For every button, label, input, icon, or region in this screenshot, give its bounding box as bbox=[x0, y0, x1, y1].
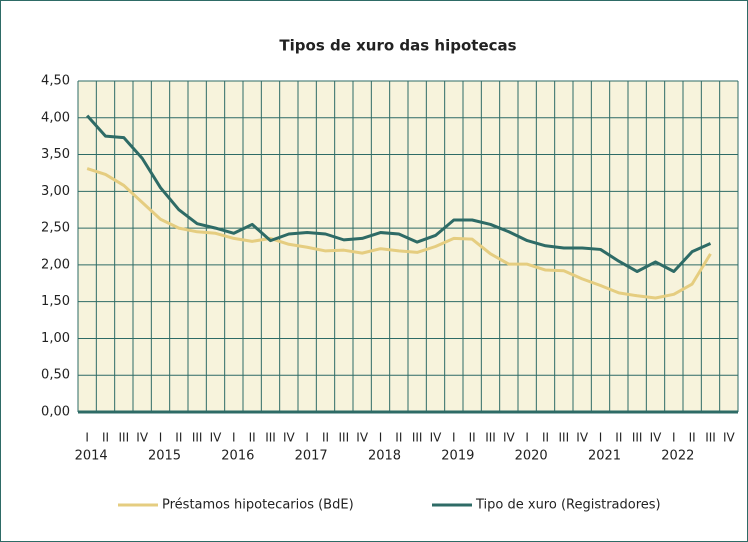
x-tick-label: IV bbox=[723, 431, 736, 445]
x-tick-label: II bbox=[102, 431, 109, 445]
y-tick-label: 0,50 bbox=[41, 368, 70, 383]
y-tick-label: 3,00 bbox=[41, 184, 70, 199]
x-tick-label: IV bbox=[356, 431, 369, 445]
y-tick-label: 3,50 bbox=[41, 147, 70, 162]
x-tick-label: III bbox=[559, 431, 570, 445]
y-tick-label: 1,00 bbox=[41, 331, 70, 346]
legend-label: Préstamos hipotecarios (BdE) bbox=[162, 498, 354, 513]
x-tick-label: I bbox=[85, 431, 89, 445]
x-tick-label: I bbox=[599, 431, 603, 445]
x-tick-label: II bbox=[322, 431, 329, 445]
x-tick-label: II bbox=[249, 431, 256, 445]
x-tick-label: I bbox=[159, 431, 163, 445]
year-label: 2017 bbox=[295, 449, 328, 464]
x-tick-label: I bbox=[672, 431, 676, 445]
x-tick-label: IV bbox=[576, 431, 589, 445]
x-tick-label: II bbox=[175, 431, 182, 445]
x-tick-label: III bbox=[485, 431, 496, 445]
x-tick-label: II bbox=[395, 431, 402, 445]
legend-label: Tipo de xuro (Registradores) bbox=[475, 498, 661, 513]
x-tick-label: III bbox=[705, 431, 716, 445]
series-line bbox=[86, 167, 712, 300]
y-tick-label: 2,00 bbox=[41, 257, 70, 272]
x-tick-label: IV bbox=[650, 431, 663, 445]
y-tick-label: 4,50 bbox=[41, 74, 70, 89]
x-tick-label: IV bbox=[283, 431, 296, 445]
year-label: 2020 bbox=[515, 449, 548, 464]
x-tick-label: I bbox=[452, 431, 456, 445]
x-tick-label: III bbox=[265, 431, 276, 445]
x-tick-label: III bbox=[119, 431, 130, 445]
x-tick-label: II bbox=[542, 431, 549, 445]
x-tick-label: II bbox=[689, 431, 696, 445]
x-tick-label: IV bbox=[210, 431, 223, 445]
y-tick-label: 0,00 bbox=[41, 405, 70, 420]
y-tick-label: 1,50 bbox=[41, 294, 70, 309]
year-label: 2019 bbox=[441, 449, 474, 464]
x-tick-label: II bbox=[469, 431, 476, 445]
y-tick-label: 4,00 bbox=[41, 110, 70, 125]
x-tick-label: I bbox=[379, 431, 383, 445]
x-tick-label: I bbox=[232, 431, 236, 445]
x-tick-label: IV bbox=[136, 431, 149, 445]
x-tick-label: III bbox=[412, 431, 423, 445]
year-label: 2021 bbox=[588, 449, 621, 464]
x-tick-label: IV bbox=[430, 431, 443, 445]
x-tick-label: III bbox=[192, 431, 203, 445]
y-tick-label: 2,50 bbox=[41, 221, 70, 236]
series-line bbox=[86, 114, 712, 274]
x-tick-label: III bbox=[632, 431, 643, 445]
year-label: 2016 bbox=[221, 449, 254, 464]
x-tick-label: II bbox=[615, 431, 622, 445]
year-label: 2014 bbox=[75, 449, 108, 464]
year-label: 2015 bbox=[148, 449, 181, 464]
x-tick-label: I bbox=[305, 431, 309, 445]
x-tick-label: III bbox=[339, 431, 350, 445]
x-tick-label: I bbox=[525, 431, 529, 445]
year-label: 2018 bbox=[368, 449, 401, 464]
year-label: 2022 bbox=[661, 449, 694, 464]
chart-title: Tipos de xuro das hipotecas bbox=[279, 37, 516, 55]
x-tick-label: IV bbox=[503, 431, 516, 445]
